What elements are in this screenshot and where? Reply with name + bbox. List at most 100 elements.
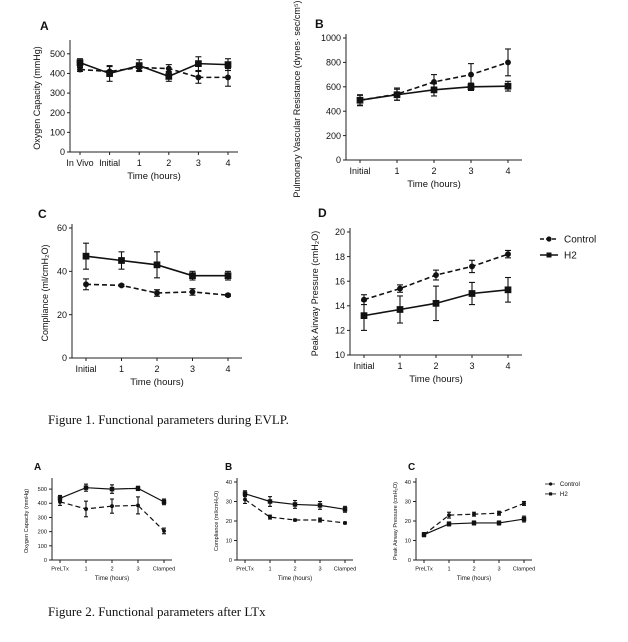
data-point xyxy=(343,520,347,525)
y-tick-label: 600 xyxy=(326,82,341,92)
data-point xyxy=(153,261,161,269)
data-point xyxy=(504,82,512,90)
data-point xyxy=(447,513,451,518)
data-point xyxy=(267,499,273,504)
legend-label: Control xyxy=(560,481,580,488)
y-tick-label: 10 xyxy=(226,538,232,544)
x-axis-title: Time (hours) xyxy=(409,374,463,385)
data-point xyxy=(242,491,248,496)
data-point xyxy=(468,290,476,297)
y-tick-label: 100 xyxy=(50,128,65,138)
y-tick-label: 500 xyxy=(38,487,47,493)
y-tick-label: 0 xyxy=(60,147,65,157)
data-point xyxy=(360,312,368,319)
y-axis-title: Oxygen Capacity (mmHg) xyxy=(32,46,42,150)
data-point xyxy=(189,288,196,295)
x-tick-label: 3 xyxy=(468,166,473,176)
data-point xyxy=(225,74,231,81)
legend-marker xyxy=(549,492,553,496)
legend-label: H2 xyxy=(560,491,568,498)
x-tick-label: 2 xyxy=(433,361,438,371)
data-point xyxy=(57,496,63,501)
data-point xyxy=(82,252,90,260)
data-point xyxy=(189,272,196,280)
series-h2 xyxy=(82,242,232,281)
legend: Control H2 xyxy=(545,481,580,498)
y-tick-label: 300 xyxy=(50,88,65,98)
data-point xyxy=(162,528,166,533)
x-tick-label: 4 xyxy=(505,361,510,371)
figure-1-caption: Figure 1. Functional parameters during E… xyxy=(48,412,289,427)
x-tick-label: 2 xyxy=(293,567,296,573)
y-tick-label: 400 xyxy=(326,106,341,116)
x-tick-label: 4 xyxy=(225,158,230,168)
chart-fig2C: C 0 10 20 30 40 PreLTx 1 2 3 Clamped Time (hours) Pe… xyxy=(393,462,535,582)
x-tick-label: 3 xyxy=(196,158,201,168)
x-tick-label: 1 xyxy=(397,361,402,371)
x-tick-label: 1 xyxy=(137,158,142,168)
x-tick-label: PreLTx xyxy=(51,567,69,573)
y-tick-label: 40 xyxy=(57,266,67,276)
data-point xyxy=(505,251,511,258)
y-tick-label: 300 xyxy=(38,515,47,521)
legend-marker xyxy=(546,252,552,258)
y-tick-label: 500 xyxy=(50,49,65,59)
figure-2-caption: Figure 2. Functional parameters after LT… xyxy=(48,604,266,619)
y-axis-title: Compliance (ml/cmH₂O) xyxy=(40,244,50,341)
data-point xyxy=(268,515,272,520)
data-point xyxy=(469,263,475,270)
y-axis-title: Pulmonary Vascular Resistance (dynes· se… xyxy=(292,0,302,197)
panel-letter: B xyxy=(225,462,232,473)
data-point xyxy=(161,499,167,505)
data-point xyxy=(109,486,115,492)
x-axis-title: Time (hours) xyxy=(278,575,312,582)
panel-letter: C xyxy=(408,462,415,473)
series-line xyxy=(244,499,346,524)
y-axis-title: Compliance (ml/cmH₂O) xyxy=(214,491,220,551)
data-point xyxy=(77,66,83,73)
data-point xyxy=(110,504,114,509)
y-tick-label: 30 xyxy=(405,499,411,505)
y-tick-label: 40 xyxy=(226,480,232,486)
x-tick-label: 1 xyxy=(119,364,124,374)
data-point xyxy=(243,497,247,502)
y-tick-label: 0 xyxy=(408,558,411,564)
panel-letter: B xyxy=(315,17,324,31)
chart-fig2B: B 0 10 20 30 40 PreLTx 1 2 3 Clamped Time (hours) Co… xyxy=(214,462,356,582)
x-tick-label: 3 xyxy=(469,361,474,371)
x-axis-title: Time (hours) xyxy=(457,575,491,582)
chart-fig1A: A 0 100 200 300 400 500 In Vivo Initial 1 2 3 4 Time … xyxy=(32,19,238,182)
data-point xyxy=(446,521,452,527)
series-line xyxy=(79,61,229,78)
y-tick-label: 400 xyxy=(50,69,65,79)
x-tick-label: 4 xyxy=(225,364,230,374)
y-tick-label: 200 xyxy=(50,108,65,118)
series-line xyxy=(79,66,228,79)
y-tick-label: 20 xyxy=(405,519,411,525)
x-axis-title: Time (hours) xyxy=(95,575,129,582)
x-tick-label: 1 xyxy=(447,567,450,573)
y-tick-label: 200 xyxy=(38,530,47,536)
data-point xyxy=(505,59,511,66)
y-tick-label: 0 xyxy=(336,155,341,165)
x-tick-label: In Vivo xyxy=(66,158,93,168)
legend-marker xyxy=(546,236,552,242)
x-tick-label: Clamped xyxy=(153,567,175,573)
data-point xyxy=(468,71,474,78)
x-tick-label: PreLTx xyxy=(236,567,254,573)
chart-fig1B: B 0 200 400 600 800 1000 Initial 1 2 3 4 Time (hours… xyxy=(292,0,522,198)
y-tick-label: 400 xyxy=(38,501,47,507)
data-point xyxy=(497,511,501,516)
data-point xyxy=(432,299,440,307)
data-point xyxy=(154,290,160,296)
y-tick-label: 100 xyxy=(38,544,47,550)
y-axis-title: Peak Airway Pressure (cmH₂O) xyxy=(310,231,320,357)
data-point xyxy=(393,91,401,99)
y-tick-label: 0 xyxy=(229,558,232,564)
series-h2 xyxy=(356,80,512,107)
x-tick-label: 2 xyxy=(166,158,171,168)
legend-label: H2 xyxy=(564,251,577,262)
series-control xyxy=(77,64,231,87)
y-tick-label: 10 xyxy=(405,538,411,544)
panel-letter: A xyxy=(40,19,49,33)
